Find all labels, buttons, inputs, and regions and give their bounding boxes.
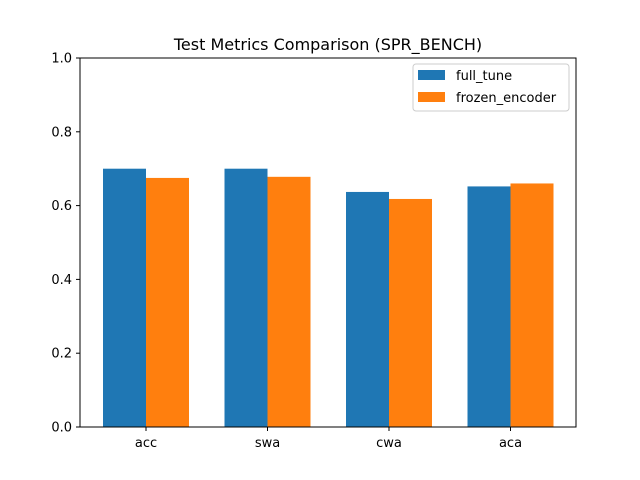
legend-label-frozen_encoder: frozen_encoder [456, 91, 557, 106]
bars-group [103, 168, 554, 427]
bar-frozen_encoder-aca [510, 183, 554, 427]
y-tick-label: 0.8 [51, 125, 72, 140]
x-tick-label: aca [499, 436, 522, 451]
bar-full_tune-aca [467, 186, 511, 427]
bar-frozen_encoder-cwa [389, 198, 432, 427]
legend: full_tune frozen_encoder [412, 63, 570, 112]
x-tick-label: cwa [376, 436, 402, 451]
y-axis-ticks: 0.0 0.2 0.4 0.6 0.8 1.0 [51, 52, 80, 436]
y-tick-label: 0.4 [51, 273, 72, 288]
bar-frozen_encoder-swa [267, 176, 311, 427]
chart-title: Test Metrics Comparison (SPR_BENCH) [173, 35, 482, 55]
legend-box [412, 63, 570, 112]
y-tick-label: 0.6 [51, 199, 72, 214]
x-axis-ticks: acc swa cwa aca [135, 427, 522, 451]
bar-full_tune-acc [103, 168, 146, 427]
bar-full_tune-swa [224, 168, 268, 427]
y-tick-label: 0.2 [51, 347, 72, 362]
legend-swatch-frozen_encoder [418, 92, 445, 102]
bar-full_tune-cwa [346, 191, 389, 427]
legend-swatch-full_tune [418, 70, 445, 80]
bar-frozen_encoder-acc [146, 177, 189, 427]
y-tick-label: 1.0 [51, 52, 72, 67]
x-tick-label: swa [255, 436, 280, 451]
y-tick-label: 0.0 [51, 421, 72, 436]
legend-label-full_tune: full_tune [456, 69, 512, 84]
x-tick-label: acc [135, 436, 157, 451]
plot-frame [79, 57, 577, 428]
